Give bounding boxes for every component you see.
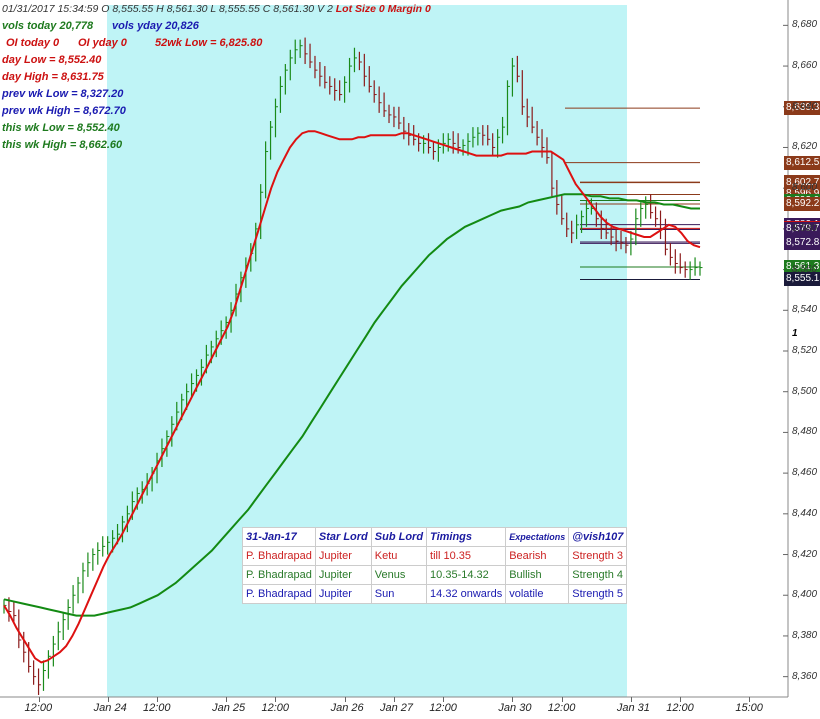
price-tag: 8,572.85 [784, 236, 820, 251]
table-cell: Jupiter [314, 584, 372, 604]
x-tick [443, 697, 445, 702]
x-tick-label: 12:00 [143, 702, 171, 714]
oi-today: OI today 0 [6, 37, 60, 49]
y-tick-label: 8,600 [792, 182, 818, 194]
table-cell: Jupiter [314, 546, 372, 566]
x-tick-label: 12:00 [24, 702, 53, 714]
table-header-star-lord: Star Lord [314, 527, 372, 547]
table-header-row: 31-Jan-17 Star Lord Sub Lord Timings Exp… [242, 527, 628, 547]
x-tick [344, 697, 346, 702]
y-tick-label: 8,380 [792, 629, 818, 641]
ohlc-text: 01/31/2017 15:34:59 O 8,555.55 H 8,561.3… [2, 3, 333, 15]
y-tick-label: 8,460 [792, 467, 818, 479]
this-wk-high: this wk High = 8,662.60 [2, 139, 123, 151]
table-header-author: @vish107 [568, 527, 628, 547]
table-row: P. Bhadrapad Jupiter Venus 10.35-14.32 Bulli… [242, 565, 628, 585]
header-ohlc-line: 01/31/2017 15:34:59 O 8,555.55 H 8,561.3… [2, 3, 431, 15]
x-tick-label: Jan 30 [498, 702, 532, 714]
x-tick-label: 12:00 [429, 702, 457, 714]
table-cell: P. Bhadrapad [242, 546, 316, 566]
x-tick [38, 697, 40, 702]
table-cell: Bullish [505, 565, 570, 585]
price-tag: 8,602.7 [784, 175, 820, 190]
table-row: P. Bhadrapad Jupiter Sun 14.32 onwards volat… [242, 584, 628, 604]
y-tick-label: 8,520 [792, 345, 818, 356]
y-tick-label: 8,580 [792, 222, 818, 234]
table-cell: Sun [370, 584, 428, 604]
prev-wk-high: prev wk High = 8,672.70 [2, 105, 126, 117]
table-header-timings: Timings [426, 527, 507, 547]
table-cell: Venus [370, 565, 428, 585]
astro-table: 31-Jan-17 Star Lord Sub Lord Timings Exp… [242, 527, 628, 604]
price-tag: 8,579.7 [784, 222, 820, 237]
table-header-expectations: Expectations [505, 527, 570, 547]
table-header-date: 31-Jan-17 [242, 527, 316, 547]
x-tick-label: Jan 26 [330, 702, 364, 714]
oi-yday: OI yday 0 [78, 37, 127, 49]
x-tick [107, 697, 109, 702]
table-cell: P. Bhadrapad [242, 584, 316, 604]
table-cell: till 10.35 [426, 546, 507, 566]
y-tick-label: 8,640 [792, 100, 818, 112]
x-tick [275, 697, 277, 702]
table-cell: volatile [505, 584, 570, 604]
table-cell: Bearish [505, 546, 570, 566]
52wk-low: 52wk Low = 6,825.80 [155, 37, 263, 49]
table-cell: Strength 5 [568, 584, 628, 604]
y-tick-label: 8,400 [792, 589, 818, 601]
price-tag: 8,639.35 [784, 101, 820, 116]
y-tick-label: 8,660 [792, 60, 818, 72]
prev-wk-low: prev wk Low = 8,327.20 [2, 88, 124, 100]
x-tick-label: Jan 31 [616, 702, 650, 714]
y-tick-label: 8,620 [792, 141, 818, 153]
x-tick-label: 15:00 [735, 702, 763, 714]
x-tick-label: Jan 27 [379, 702, 413, 714]
y-tick-label: 8,560 [792, 263, 818, 275]
table-row: P. Bhadrapad Jupiter Ketu till 10.35 Bearish… [242, 546, 628, 566]
table-cell: Strength 3 [568, 546, 628, 566]
x-tick-label: 12:00 [261, 702, 290, 714]
y-tick-label: 8,480 [792, 426, 818, 438]
x-tick [680, 697, 682, 702]
vols-today: vols today 20,778 [2, 20, 94, 32]
level-lines [565, 107, 700, 280]
x-tick [561, 697, 563, 702]
y-tick-label: 8,680 [792, 19, 818, 31]
x-tick-label: Jan 24 [93, 702, 127, 714]
vols-yday: vols yday 20,826 [112, 20, 199, 32]
y-tick-label: 8,440 [792, 507, 818, 519]
price-tag: 8,561.3 [784, 259, 820, 274]
fast-moving-average-line [3, 130, 701, 664]
x-tick-label: 12:00 [547, 702, 576, 714]
table-header-sub-lord: Sub Lord [370, 527, 428, 547]
y-tick-label: 8,500 [792, 385, 818, 397]
table-cell: P. Bhadrapad [242, 565, 316, 585]
this-wk-low: this wk Low = 8,552.40 [2, 122, 120, 134]
y-tick-label: 8,360 [792, 670, 818, 682]
x-tick [157, 697, 159, 702]
price-tag: 8,612.55 [784, 155, 820, 170]
y-tick-label: 8,540 [792, 304, 818, 316]
x-tick [512, 697, 514, 702]
table-cell: Strength 4 [568, 565, 628, 585]
table-cell: Ketu [370, 546, 428, 566]
y-axis-ticks [783, 24, 788, 678]
x-tick-label: Jan 25 [212, 702, 246, 714]
x-tick [630, 697, 632, 702]
axis-marker: 1 [792, 328, 798, 339]
table-cell: 10.35-14.32 [426, 565, 507, 585]
lot-size-text: Lot Size 0 Margin 0 [335, 3, 431, 15]
price-tag: 8,555.15 [784, 272, 820, 287]
price-tag: 8,592.25 [784, 196, 820, 211]
x-tick [749, 697, 751, 702]
table-cell: Jupiter [314, 565, 372, 585]
day-high: day High = 8,631.75 [2, 71, 104, 83]
table-cell: 14.32 onwards [426, 584, 507, 604]
x-tick-label: 12:00 [666, 702, 694, 714]
x-tick [226, 697, 228, 702]
y-tick-label: 8,420 [792, 548, 818, 560]
x-tick [393, 697, 395, 702]
day-low: day Low = 8,552.40 [2, 54, 102, 66]
